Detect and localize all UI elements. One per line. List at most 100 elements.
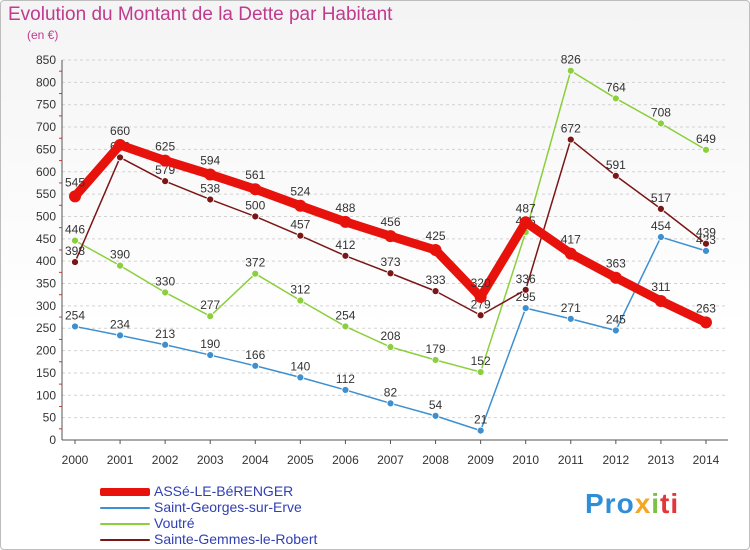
data-label: 279 <box>471 297 491 311</box>
data-label: 336 <box>516 272 536 286</box>
data-label: 330 <box>155 274 175 288</box>
data-point <box>114 138 127 151</box>
data-point <box>116 331 124 340</box>
data-point <box>519 216 532 229</box>
y-tick-label: 400 <box>36 254 56 268</box>
data-point <box>206 351 215 359</box>
y-tick-label: 650 <box>36 142 56 156</box>
data-point <box>476 368 485 376</box>
data-point <box>251 361 260 370</box>
legend-label: Voutré <box>154 515 195 531</box>
data-point <box>159 154 172 167</box>
y-tick-label: 450 <box>36 232 56 246</box>
proxiti-logo: Proxiti <box>585 488 680 519</box>
data-point <box>431 356 440 364</box>
data-point <box>657 119 665 128</box>
x-tick-label: 2000 <box>62 453 89 467</box>
data-label: 277 <box>200 298 220 312</box>
data-point <box>386 269 395 278</box>
data-label: 166 <box>245 348 265 362</box>
data-point <box>249 183 262 196</box>
data-label: 140 <box>290 359 310 373</box>
y-tick-label: 100 <box>36 388 56 402</box>
data-point <box>69 190 81 203</box>
x-tick-label: 2001 <box>107 453 134 467</box>
data-label: 82 <box>384 385 398 399</box>
y-tick-label: 550 <box>36 187 56 201</box>
data-label: 311 <box>651 280 670 294</box>
data-label: 454 <box>651 219 671 233</box>
legend-swatch <box>100 488 150 496</box>
y-tick-label: 500 <box>36 209 56 223</box>
data-label: 390 <box>110 248 130 262</box>
x-tick-label: 2002 <box>152 453 179 467</box>
data-point <box>702 246 710 255</box>
legend-label: ASSé-LE-BéRENGER <box>154 483 294 499</box>
x-tick-label: 2005 <box>287 453 314 467</box>
data-label: 594 <box>200 153 220 167</box>
data-label: 152 <box>471 354 491 368</box>
data-label: 672 <box>561 122 581 136</box>
data-label: 190 <box>200 337 220 351</box>
y-tick-label: 150 <box>36 366 56 380</box>
data-label: 457 <box>290 218 310 232</box>
data-point <box>657 204 665 213</box>
data-point <box>294 199 307 212</box>
data-point <box>71 322 79 331</box>
x-tick-label: 2004 <box>242 453 269 467</box>
legend-swatch <box>100 507 150 509</box>
data-point <box>296 373 305 382</box>
data-label: 373 <box>380 255 400 269</box>
x-tick-label: 2010 <box>512 453 539 467</box>
x-tick-label: 2013 <box>648 453 675 467</box>
data-point <box>702 145 710 154</box>
data-point <box>476 311 485 320</box>
data-label: 271 <box>561 301 581 315</box>
data-label: 320 <box>471 276 491 290</box>
data-point <box>521 304 530 313</box>
line-chart: 0 50 100 150 200 250 300 350 400 450 500 550 600 650 7… <box>36 53 728 467</box>
x-tick-label: 2007 <box>377 453 404 467</box>
data-label: 591 <box>606 158 626 172</box>
y-tick-label: 0 <box>49 433 56 447</box>
y-tick-label: 800 <box>36 75 56 89</box>
data-point <box>251 212 260 221</box>
data-point <box>251 269 260 278</box>
data-label: 446 <box>65 223 85 237</box>
data-point <box>206 312 215 321</box>
data-label: 417 <box>561 233 581 247</box>
data-point <box>611 94 620 103</box>
data-point <box>116 261 124 270</box>
data-label: 708 <box>651 105 671 119</box>
data-point <box>386 399 395 408</box>
data-point <box>429 244 442 256</box>
x-tick-label: 2003 <box>197 453 224 467</box>
data-point <box>161 288 170 297</box>
data-label: 764 <box>606 80 626 94</box>
data-point <box>566 135 575 144</box>
data-point <box>657 233 665 241</box>
data-point <box>611 171 620 180</box>
y-tick-label: 350 <box>36 277 56 291</box>
data-label: 295 <box>516 290 536 304</box>
legend-swatch <box>100 539 150 541</box>
chart-title: Evolution du Montant de la Dette par Hab… <box>8 4 393 25</box>
data-label: 517 <box>651 191 671 205</box>
y-tick-label: 50 <box>43 411 57 425</box>
y-tick-label: 700 <box>36 120 56 134</box>
data-point <box>566 66 575 75</box>
data-label: 545 <box>65 175 85 189</box>
data-label: 208 <box>380 329 400 343</box>
data-label: 398 <box>65 244 85 258</box>
data-label: 372 <box>245 256 265 270</box>
data-label: 254 <box>335 308 355 322</box>
data-label: 488 <box>335 201 355 215</box>
data-point <box>161 177 170 186</box>
data-point <box>609 271 622 284</box>
data-label: 561 <box>245 168 265 182</box>
data-label: 487 <box>516 201 536 215</box>
data-point <box>521 285 530 294</box>
data-point <box>566 314 575 323</box>
x-tick-label: 2009 <box>467 453 494 467</box>
legend-label: Sainte-Gemmes-le-Robert <box>154 531 318 547</box>
